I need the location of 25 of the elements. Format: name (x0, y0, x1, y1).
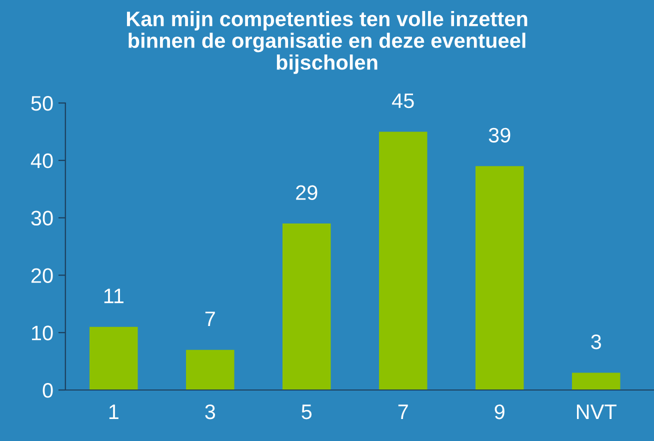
x-tick-label: 1 (109, 404, 118, 419)
y-tick-label: 40 (30, 153, 53, 168)
data-label: 7 (205, 312, 215, 326)
bar (90, 326, 138, 390)
bar (282, 224, 331, 390)
y-tick-label: 10 (32, 326, 53, 340)
data-label: 39 (488, 128, 510, 143)
x-tick-label: 3 (205, 404, 216, 420)
y-tick-label: 50 (31, 96, 53, 111)
data-label: 29 (296, 185, 318, 200)
x-tick-label: 7 (398, 404, 408, 419)
y-tick-label: 20 (31, 268, 53, 283)
bar (475, 166, 524, 390)
bar (379, 132, 428, 390)
y-tick-label: 0 (42, 383, 53, 398)
chart-title: Kan mijn competenties ten volle inzetten binnen de organisatie en deze eventueel bijscholen (126, 11, 528, 74)
bar (186, 350, 234, 390)
x-tick-label: 5 (302, 404, 312, 420)
y-tick-label: 30 (31, 210, 53, 226)
x-tick-label: NVT (576, 404, 616, 419)
x-tick-label: 9 (494, 404, 504, 420)
data-label: 45 (392, 94, 414, 108)
data-label: 11 (104, 288, 124, 304)
bar (572, 372, 620, 390)
data-label: 3 (591, 334, 601, 350)
